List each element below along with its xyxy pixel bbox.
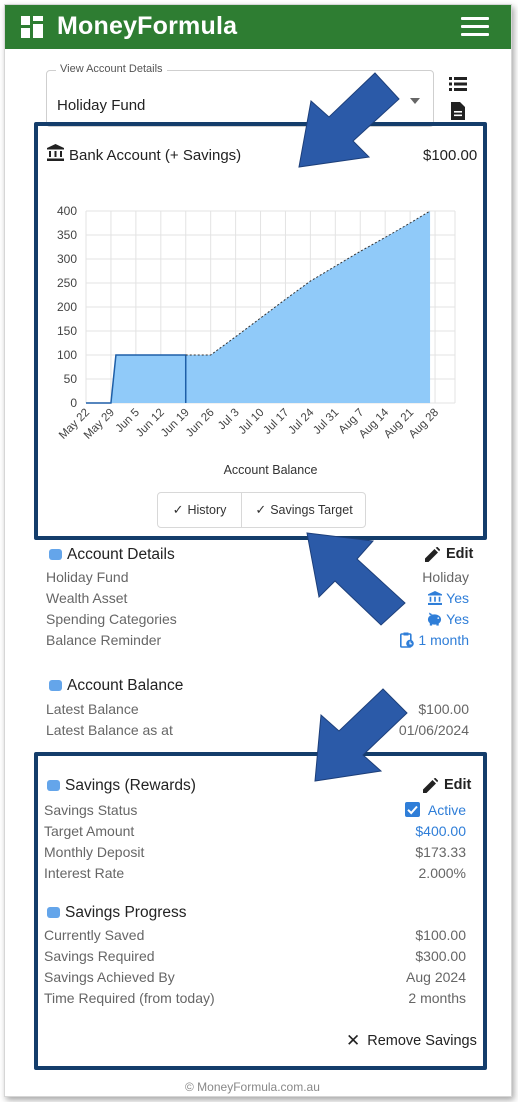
y-tick-label: 0	[70, 396, 77, 410]
balance-reminder-link[interactable]: 1 month	[400, 632, 469, 648]
balance-reminder-value: 1 month	[418, 632, 469, 648]
pencil-icon	[425, 546, 440, 562]
account-balance-title: Account Balance	[67, 677, 184, 694]
piggy-bank-icon	[428, 612, 442, 626]
detail-label-name: Holiday Fund	[46, 569, 129, 585]
progress-value-required: $300.00	[415, 948, 466, 964]
check-icon: ✓	[255, 502, 267, 517]
check-icon: ✓	[172, 502, 184, 517]
document-icon[interactable]	[451, 102, 465, 120]
savings-value-target[interactable]: $400.00	[415, 823, 466, 839]
savings-label-target: Target Amount	[44, 823, 135, 839]
savings-target-line	[185, 210, 431, 356]
progress-label-saved: Currently Saved	[44, 927, 145, 943]
caret-down-icon	[410, 98, 420, 104]
annotation-arrow-down-left	[298, 72, 400, 168]
footer-copyright: © MoneyFormula.com.au	[185, 1080, 320, 1094]
x-tick-label: Jul 24	[286, 406, 317, 437]
history-toggle[interactable]: ✓ History	[158, 493, 242, 527]
y-tick-label: 150	[57, 324, 77, 338]
progress-label-time-required: Time Required (from today)	[44, 990, 215, 1006]
app-frame: MoneyFormula View Account Details Holida…	[4, 4, 512, 1097]
savings-value-interest: 2.000%	[418, 865, 466, 881]
x-axis-label: Account Balance	[224, 463, 318, 477]
annotation-arrow-down-left	[314, 688, 408, 782]
progress-value-time-required: 2 months	[408, 990, 466, 1006]
history-toggle-label: History	[187, 503, 227, 517]
account-details-edit-button[interactable]: Edit	[425, 546, 473, 562]
spending-categories-link[interactable]: Yes	[427, 611, 469, 627]
pencil-icon	[423, 777, 438, 793]
view-account-select[interactable]: View Account Details Holiday Fund	[46, 63, 434, 127]
chart-highlight-box	[34, 122, 487, 540]
savings-value-monthly: $173.33	[415, 844, 466, 860]
bank-icon	[47, 144, 64, 161]
savings-label-interest: Interest Rate	[44, 865, 125, 881]
savings-progress-title: Savings Progress	[65, 904, 187, 921]
savings-label-status: Savings Status	[44, 802, 138, 818]
savings-status-checkbox[interactable]: Active	[404, 802, 466, 818]
wealth-asset-value: Yes	[446, 590, 469, 606]
balance-value-as-at: 01/06/2024	[398, 722, 469, 738]
remove-savings-label: Remove Savings	[367, 1033, 477, 1049]
spending-categories-value: Yes	[446, 611, 469, 627]
database-icon	[47, 907, 60, 918]
progress-value-achieved-by: Aug 2024	[406, 969, 466, 985]
database-icon	[49, 549, 62, 560]
detail-label-wealth-asset: Wealth Asset	[46, 590, 128, 606]
x-tick-label: Jul 10	[236, 407, 266, 437]
detail-label-balance-reminder: Balance Reminder	[46, 632, 162, 648]
chart-toggle-group: ✓ History ✓ Savings Target	[157, 492, 366, 528]
account-details-title: Account Details	[67, 546, 175, 563]
y-tick-label: 50	[64, 372, 78, 386]
database-icon	[49, 680, 62, 691]
savings-highlight-box	[34, 752, 487, 1070]
y-tick-label: 350	[57, 228, 77, 242]
select-label: View Account Details	[56, 63, 167, 75]
y-tick-label: 250	[57, 276, 77, 290]
bank-account-title: Bank Account (+ Savings)	[69, 147, 242, 164]
savings-target-toggle-label: Savings Target	[270, 503, 353, 517]
progress-value-saved: $100.00	[415, 927, 466, 943]
edit-label: Edit	[444, 777, 472, 793]
savings-status-value: Active	[427, 802, 466, 818]
progress-label-achieved-by: Savings Achieved By	[44, 969, 175, 985]
y-tick-label: 300	[57, 252, 77, 266]
wealth-asset-link[interactable]: Yes	[428, 590, 469, 606]
y-tick-label: 400	[57, 204, 77, 218]
hamburger-menu-icon[interactable]	[461, 17, 489, 37]
remove-savings-button[interactable]: ✕ Remove Savings	[346, 1031, 477, 1051]
grid-logo-icon[interactable]	[21, 16, 43, 38]
savings-edit-button[interactable]: Edit	[423, 777, 471, 793]
y-tick-label: 100	[57, 348, 77, 362]
x-tick-label: Jun 26	[184, 407, 217, 440]
savings-title: Savings (Rewards)	[65, 777, 196, 794]
balance-label-as-at: Latest Balance as at	[46, 722, 173, 738]
edit-label: Edit	[446, 546, 474, 562]
select-value: Holiday Fund	[57, 97, 146, 114]
savings-label-monthly: Monthly Deposit	[44, 844, 145, 860]
savings-target-toggle[interactable]: ✓ Savings Target	[242, 493, 366, 527]
database-icon	[47, 780, 60, 791]
x-tick-label: Jul 31	[311, 407, 341, 437]
bank-icon	[428, 591, 443, 605]
y-tick-label: 200	[57, 300, 77, 314]
progress-label-required: Savings Required	[44, 948, 155, 964]
x-tick-label: Jul 17	[261, 407, 291, 437]
balance-value-latest: $100.00	[418, 701, 469, 717]
detail-value-category: Holiday	[422, 569, 469, 585]
bank-account-amount: $100.00	[423, 147, 478, 164]
top-app-bar: MoneyFormula	[5, 5, 511, 49]
checkbox-checked-icon	[404, 802, 420, 817]
detail-label-spending-categories: Spending Categories	[46, 611, 177, 627]
clipboard-clock-icon	[400, 632, 415, 648]
app-title[interactable]: MoneyFormula	[57, 12, 238, 40]
list-view-icon[interactable]	[449, 77, 467, 91]
balance-label-latest: Latest Balance	[46, 701, 139, 717]
annotation-arrow-up-left	[306, 532, 406, 626]
close-icon: ✕	[346, 1031, 361, 1051]
